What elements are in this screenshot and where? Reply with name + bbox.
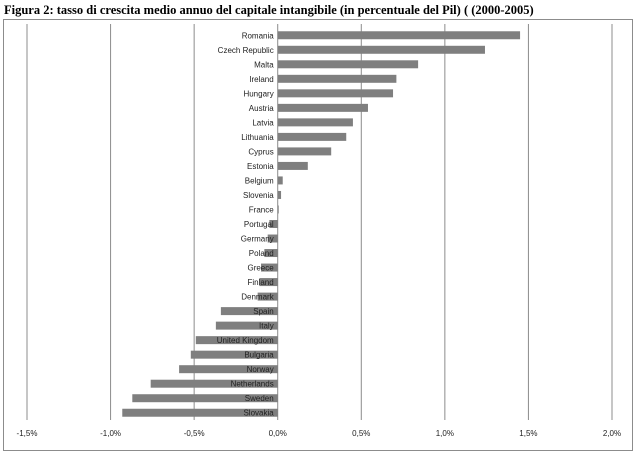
category-label: Bulgaria <box>244 351 274 360</box>
gridlines <box>26 24 613 420</box>
bar <box>277 74 397 83</box>
category-label: Ireland <box>249 75 273 84</box>
chart-frame <box>3 19 633 451</box>
bar <box>277 205 279 214</box>
category-label: Cyprus <box>248 147 273 156</box>
bar <box>267 234 278 243</box>
bar <box>264 249 278 258</box>
category-label: Austria <box>249 104 274 113</box>
category-label: Hungary <box>243 89 273 98</box>
category-label: Greece <box>247 264 274 273</box>
category-label: Spain <box>253 307 273 316</box>
x-tick-label: -1,0% <box>100 429 121 438</box>
x-tick-label: 0,5% <box>352 429 370 438</box>
bar <box>277 89 394 98</box>
bar <box>277 147 332 156</box>
category-label: Sweden <box>245 394 274 403</box>
bar <box>257 292 278 301</box>
x-tick-label: 1,5% <box>519 429 537 438</box>
x-tick-label: -0,5% <box>184 429 205 438</box>
x-tick-label: 1,0% <box>436 429 454 438</box>
category-label: Malta <box>254 60 274 69</box>
bar <box>122 408 278 417</box>
category-label: Netherlands <box>231 380 274 389</box>
bar <box>190 350 278 359</box>
category-label: Denmark <box>241 293 274 302</box>
category-label: France <box>249 205 274 214</box>
bar <box>277 103 368 112</box>
bar <box>179 365 278 374</box>
bar <box>269 220 278 228</box>
category-label: Slovenia <box>243 191 274 200</box>
bar <box>215 321 278 330</box>
category-label: Germany <box>241 235 274 244</box>
bar <box>277 45 485 54</box>
category-label: Italy <box>259 322 274 331</box>
bar <box>277 60 419 69</box>
bar <box>277 176 283 185</box>
bar <box>132 394 278 403</box>
category-label: Finland <box>247 278 273 287</box>
category-label: Latvia <box>252 118 274 127</box>
x-tick-label: 0,0% <box>269 429 287 438</box>
bar <box>220 307 278 316</box>
bar <box>277 31 521 40</box>
category-label: Portugal <box>244 220 274 229</box>
bar <box>277 190 282 199</box>
bar <box>277 118 353 127</box>
figure-title: Figura 2: tasso di crescita medio annuo … <box>4 3 534 17</box>
bars <box>122 31 521 417</box>
category-label: Romania <box>242 31 275 40</box>
bar <box>277 132 347 141</box>
x-axis-ticks: -1,5% -1,0% -0,5% 0,0% 0,5% 1,0% 1,5% 2,0% <box>17 429 622 438</box>
category-label: Czech Republic <box>218 46 274 55</box>
bar <box>195 336 278 345</box>
x-tick-label: -1,5% <box>17 429 38 438</box>
category-labels: Romania Czech Republic Malta Ireland Hungary… <box>217 31 275 417</box>
bar <box>277 161 308 170</box>
category-label: Lithuania <box>241 133 274 142</box>
bar <box>261 263 278 272</box>
category-label: United Kingdom <box>217 336 274 345</box>
category-label: Slovakia <box>243 409 274 418</box>
x-tick-label: 2,0% <box>603 429 621 438</box>
bar <box>259 278 278 287</box>
category-label: Estonia <box>247 162 274 171</box>
category-label: Poland <box>249 249 274 258</box>
category-label: Norway <box>247 365 274 374</box>
bar <box>150 379 278 388</box>
category-label: Belgium <box>245 176 274 185</box>
